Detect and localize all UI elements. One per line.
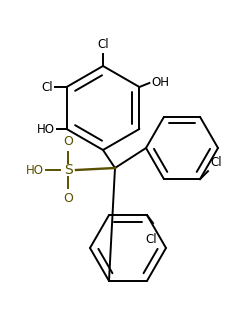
- Text: S: S: [64, 163, 72, 177]
- Text: HO: HO: [37, 123, 55, 135]
- Text: Cl: Cl: [41, 81, 53, 93]
- Text: O: O: [63, 135, 73, 148]
- Text: OH: OH: [151, 76, 169, 89]
- Text: Cl: Cl: [97, 38, 109, 51]
- Text: HO: HO: [26, 164, 44, 177]
- Text: Cl: Cl: [210, 156, 222, 169]
- Text: Cl: Cl: [145, 233, 157, 246]
- Text: O: O: [63, 192, 73, 205]
